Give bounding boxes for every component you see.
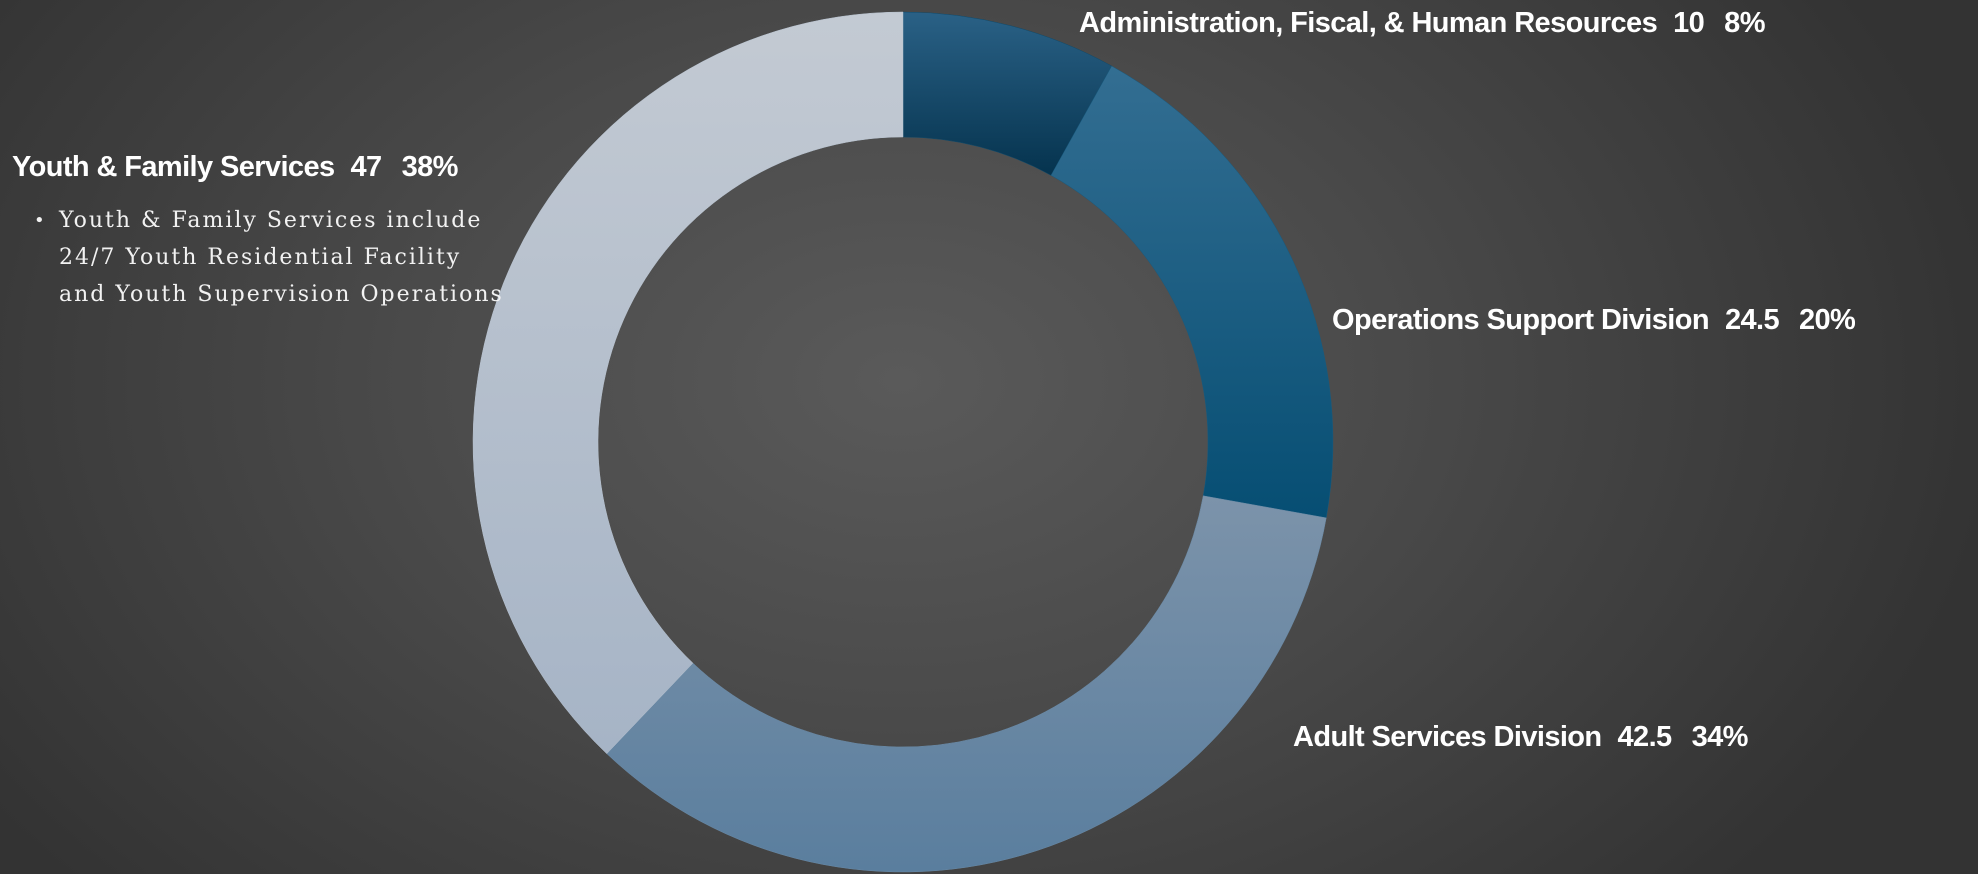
slice-label-adult-services: Adult Services Division 42.5 34% bbox=[1293, 720, 1748, 754]
slice-label-name: Youth & Family Services bbox=[12, 151, 335, 183]
slice-label-administration: Administration, Fiscal, & Human Resource… bbox=[1079, 6, 1765, 40]
annotation-item: Youth & Family Services include 24/7 You… bbox=[34, 202, 504, 313]
slice-label-percent: 38% bbox=[401, 151, 459, 183]
donut-slice-adult-services bbox=[606, 495, 1327, 873]
annotation-list: Youth & Family Services include 24/7 You… bbox=[34, 202, 504, 313]
slice-label-operations-support: Operations Support Division 24.5 20% bbox=[1332, 303, 1856, 337]
slice-label-value: 42.5 bbox=[1617, 721, 1673, 753]
slice-label-percent: 8% bbox=[1724, 7, 1765, 39]
slice-label-percent: 34% bbox=[1691, 721, 1749, 753]
slice-label-name: Operations Support Division bbox=[1332, 304, 1710, 336]
slice-label-percent: 20% bbox=[1799, 304, 1856, 336]
slice-label-name: Administration, Fiscal, & Human Resource… bbox=[1079, 7, 1658, 39]
slice-label-value: 47 bbox=[350, 151, 383, 183]
donut-slice-youth-family bbox=[472, 11, 904, 755]
slice-label-youth-family: Youth & Family Services 47 38% bbox=[12, 150, 458, 184]
slice-label-value: 24.5 bbox=[1724, 304, 1780, 336]
donut-slice-operations-support bbox=[1050, 65, 1334, 519]
slice-label-value: 10 bbox=[1673, 7, 1705, 39]
slice-label-name: Adult Services Division bbox=[1293, 721, 1602, 753]
